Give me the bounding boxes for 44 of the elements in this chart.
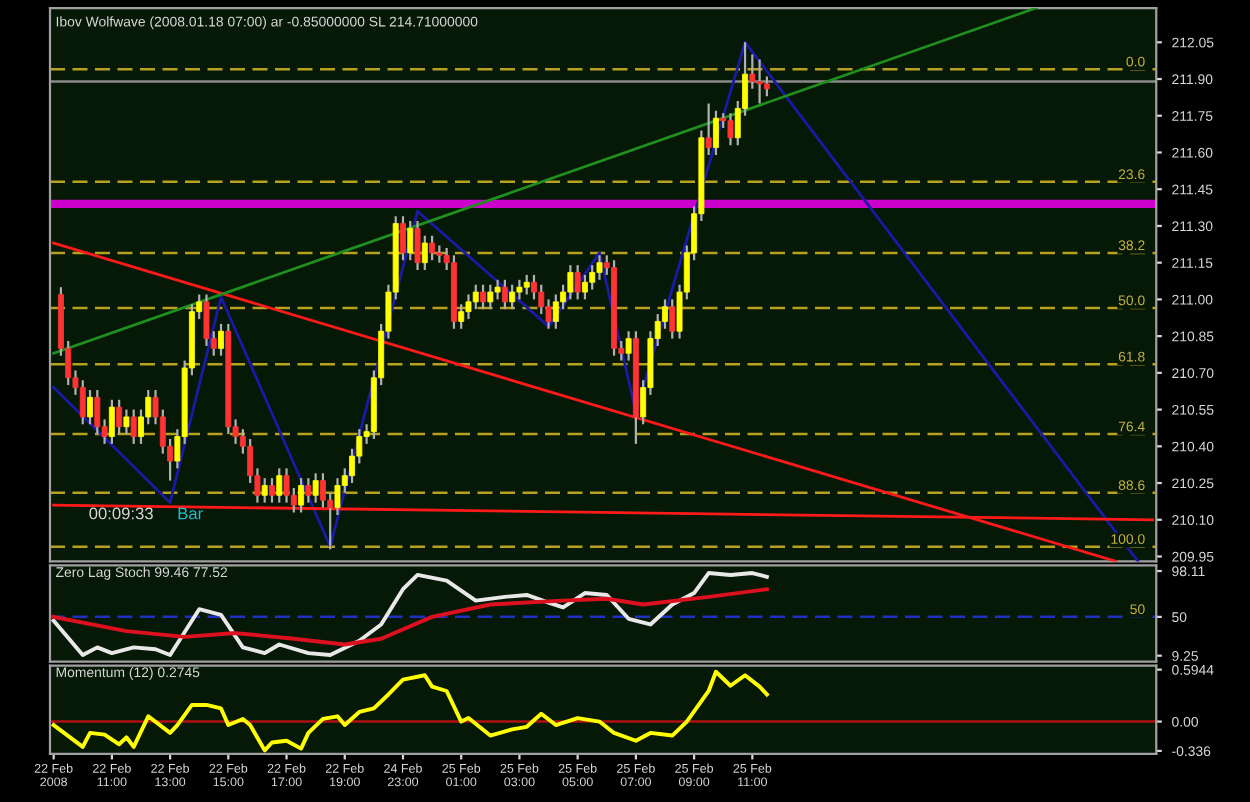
- candlestick: [516, 278, 523, 301]
- candlestick: [669, 298, 676, 340]
- candlestick: [705, 102, 712, 157]
- candlestick: [487, 283, 494, 311]
- candlestick: [269, 477, 275, 504]
- candlestick: [480, 283, 487, 311]
- candlestick: [218, 322, 224, 357]
- candlestick: [116, 398, 123, 436]
- candlestick: [574, 264, 581, 301]
- candlestick: [458, 303, 465, 330]
- line-series: [51, 587, 769, 647]
- candlestick: [712, 109, 719, 157]
- candlestick: [494, 278, 501, 301]
- candlestick: [276, 467, 283, 504]
- candlestick: [727, 112, 734, 147]
- line-series: [51, 669, 769, 753]
- candlestick: [429, 234, 436, 262]
- candlestick: [414, 219, 421, 272]
- candlestick: [87, 388, 93, 426]
- candlestick: [94, 388, 101, 436]
- annotation: Bar: [178, 507, 203, 520]
- candlestick: [407, 219, 414, 262]
- candlestick: [501, 278, 508, 311]
- candlestick: [472, 283, 479, 311]
- candlestick: [625, 330, 632, 362]
- candlestick: [509, 283, 516, 311]
- candlestick: [203, 293, 210, 348]
- candlestick: [567, 264, 574, 301]
- candlestick: [581, 273, 588, 301]
- candlestick: [421, 234, 428, 272]
- candlestick: [552, 293, 559, 330]
- candlestick: [261, 477, 268, 504]
- candlestick: [130, 408, 137, 445]
- annotation: 00:09:33: [89, 507, 153, 520]
- candlestick: [756, 58, 763, 105]
- candlestick: [400, 215, 406, 262]
- candlestick: [312, 472, 319, 504]
- candlestick: [123, 408, 130, 436]
- candlestick: [305, 477, 312, 504]
- candlestick: [283, 467, 290, 504]
- candlestick: [465, 293, 472, 321]
- candlestick: [298, 477, 305, 514]
- candlestick: [108, 398, 115, 445]
- candlestick: [523, 273, 530, 296]
